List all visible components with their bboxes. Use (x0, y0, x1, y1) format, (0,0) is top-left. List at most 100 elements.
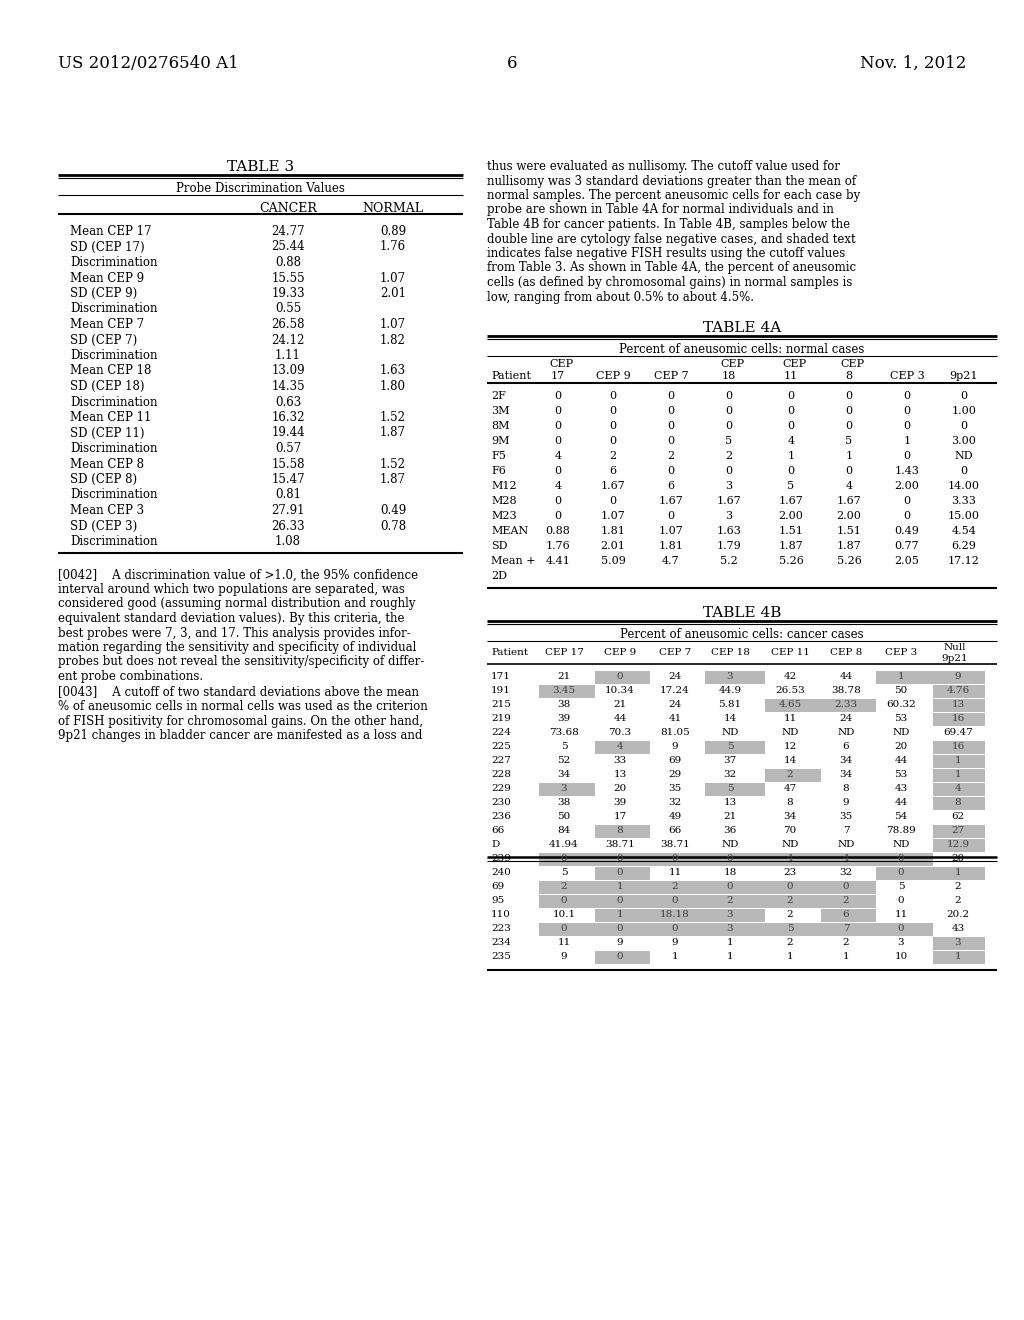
Text: 1.80: 1.80 (380, 380, 406, 393)
Text: 0: 0 (725, 407, 732, 416)
Text: 1.51: 1.51 (837, 525, 861, 536)
Text: 24.77: 24.77 (271, 224, 305, 238)
Text: ent probe combinations.: ent probe combinations. (58, 671, 203, 682)
Text: Mean CEP 7: Mean CEP 7 (70, 318, 144, 331)
Text: 14: 14 (723, 714, 736, 723)
Text: 1.79: 1.79 (717, 541, 741, 550)
Text: 44: 44 (840, 672, 853, 681)
Text: 0.55: 0.55 (274, 302, 301, 315)
Text: 33: 33 (613, 756, 627, 766)
Text: 14.35: 14.35 (271, 380, 305, 393)
Text: 44: 44 (894, 756, 907, 766)
Text: 2.05: 2.05 (895, 556, 920, 566)
Text: CEP 17: CEP 17 (545, 648, 584, 657)
Text: 228: 228 (490, 770, 511, 779)
Text: 47: 47 (783, 784, 797, 793)
Text: 1.87: 1.87 (837, 541, 861, 550)
Text: cells (as defined by chromosomal gains) in normal samples is: cells (as defined by chromosomal gains) … (487, 276, 852, 289)
Bar (539, 783, 595, 796)
Text: 18: 18 (723, 869, 736, 876)
Text: TABLE 4B: TABLE 4B (702, 606, 781, 620)
Text: ND: ND (892, 729, 909, 737)
Text: 20.2: 20.2 (946, 909, 970, 919)
Text: 32: 32 (669, 799, 682, 807)
Text: Discrimination: Discrimination (70, 396, 158, 408)
Text: 1.76: 1.76 (546, 541, 570, 550)
Text: Mean CEP 8: Mean CEP 8 (70, 458, 144, 470)
Text: 0.81: 0.81 (275, 488, 301, 502)
Text: ND: ND (721, 840, 738, 849)
Bar (595, 923, 650, 936)
Text: 3: 3 (727, 924, 733, 933)
Text: 0.49: 0.49 (895, 525, 920, 536)
Text: 2: 2 (843, 896, 849, 906)
Text: CEP: CEP (782, 359, 806, 370)
Text: 18: 18 (722, 371, 736, 381)
Text: 39: 39 (557, 714, 570, 723)
Bar (765, 895, 821, 908)
Text: 15.47: 15.47 (271, 473, 305, 486)
Text: from Table 3. As shown in Table 4A, the percent of aneusomic: from Table 3. As shown in Table 4A, the … (487, 261, 856, 275)
Text: 0: 0 (903, 391, 910, 401)
Text: 0: 0 (898, 854, 904, 863)
Text: 236: 236 (490, 812, 511, 821)
Text: 8M: 8M (490, 421, 510, 432)
Text: 4: 4 (954, 784, 962, 793)
Text: 5.26: 5.26 (837, 556, 861, 566)
Text: 2.33: 2.33 (835, 700, 857, 709)
Text: 2.01: 2.01 (600, 541, 626, 550)
Text: 5: 5 (787, 480, 795, 491)
Text: 0: 0 (846, 421, 853, 432)
Text: 4: 4 (843, 854, 849, 863)
Text: CEP 11: CEP 11 (771, 648, 809, 657)
Text: 0: 0 (903, 496, 910, 506)
Text: ND: ND (838, 840, 855, 849)
Text: 69.47: 69.47 (943, 729, 973, 737)
Text: CEP: CEP (840, 359, 864, 370)
Text: 9: 9 (954, 672, 962, 681)
Text: 1.07: 1.07 (380, 272, 407, 285)
Text: 0: 0 (898, 869, 904, 876)
Bar (933, 797, 985, 810)
Text: 10.34: 10.34 (605, 686, 635, 696)
Text: 5.26: 5.26 (778, 556, 804, 566)
Bar (705, 895, 765, 908)
Text: 19.44: 19.44 (271, 426, 305, 440)
Text: Mean CEP 9: Mean CEP 9 (70, 272, 144, 285)
Text: 2D: 2D (490, 572, 507, 581)
Text: 62: 62 (951, 812, 965, 821)
Text: 34: 34 (840, 770, 853, 779)
Bar (933, 741, 985, 754)
Text: 0: 0 (787, 421, 795, 432)
Text: 8: 8 (616, 826, 624, 836)
Text: 34: 34 (783, 812, 797, 821)
Text: ND: ND (781, 729, 799, 737)
Text: 5: 5 (898, 882, 904, 891)
Text: 0: 0 (846, 466, 853, 477)
Text: [0042]    A discrimination value of >1.0, the 95% confidence: [0042] A discrimination value of >1.0, t… (58, 569, 418, 582)
Text: 0: 0 (903, 421, 910, 432)
Bar (595, 867, 650, 880)
Text: 26.33: 26.33 (271, 520, 305, 532)
Text: 0: 0 (786, 882, 794, 891)
Text: 5: 5 (727, 742, 733, 751)
Bar (821, 700, 876, 711)
Text: 11: 11 (783, 714, 797, 723)
Bar (933, 867, 985, 880)
Text: 9: 9 (616, 939, 624, 946)
Text: 2.00: 2.00 (837, 511, 861, 521)
Text: 234: 234 (490, 939, 511, 946)
Text: 2: 2 (609, 451, 616, 461)
Text: 26.53: 26.53 (775, 686, 805, 696)
Text: 37: 37 (723, 756, 736, 766)
Text: 11: 11 (784, 371, 798, 381)
Text: probe are shown in Table 4A for normal individuals and in: probe are shown in Table 4A for normal i… (487, 203, 834, 216)
Text: 0.49: 0.49 (380, 504, 407, 517)
Text: ND: ND (781, 840, 799, 849)
Bar (821, 880, 876, 894)
Bar (705, 909, 765, 921)
Text: Discrimination: Discrimination (70, 348, 158, 362)
Text: 4: 4 (787, 436, 795, 446)
Text: CEP 3: CEP 3 (890, 371, 925, 381)
Text: 5: 5 (846, 436, 853, 446)
